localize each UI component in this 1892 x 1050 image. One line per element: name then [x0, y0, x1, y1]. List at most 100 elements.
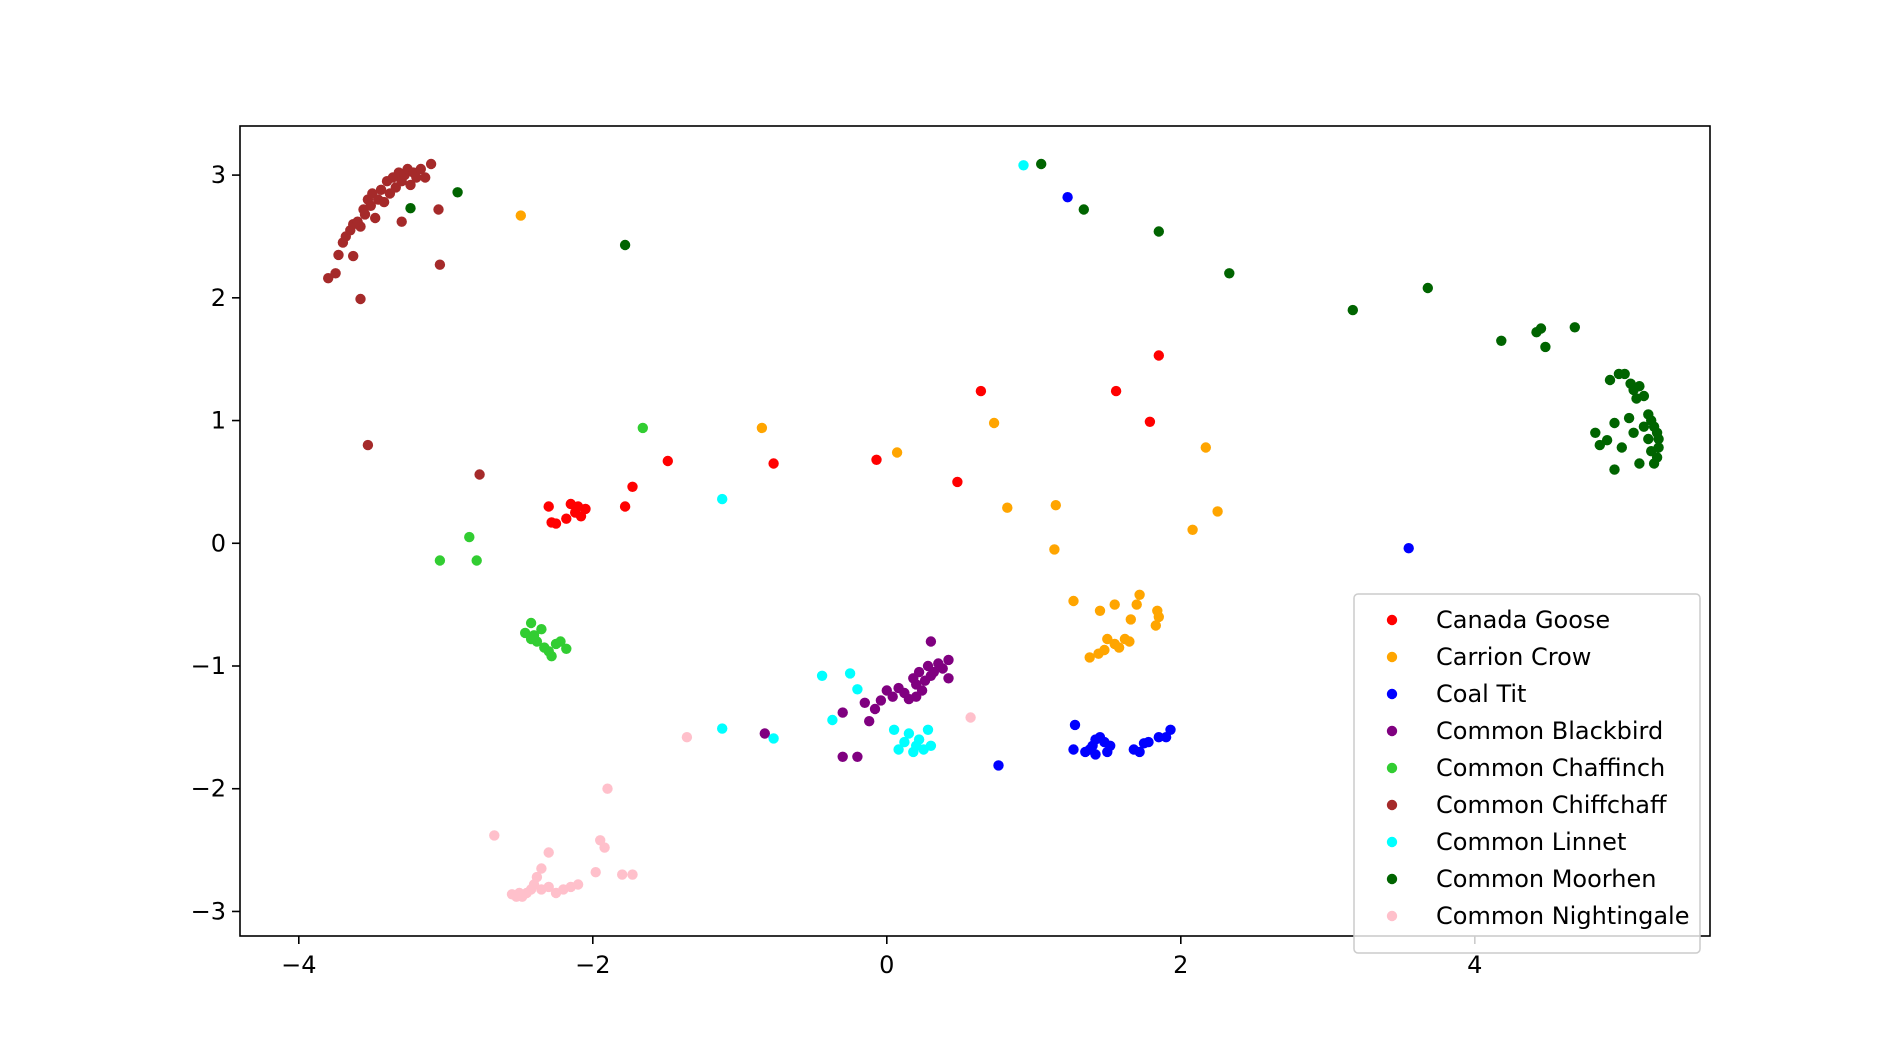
point-series-5-2 [333, 249, 344, 261]
point-series-1-7 [1068, 595, 1079, 607]
point-series-7-36 [1609, 417, 1620, 429]
legend-frame [1353, 593, 1701, 954]
point-series-1-24 [1187, 524, 1198, 535]
point-series-0-17 [1144, 416, 1156, 427]
point-series-8-8 [543, 847, 554, 858]
point-series-3-0 [759, 728, 770, 739]
point-series-6-11 [903, 728, 915, 739]
point-series-8-23 [572, 879, 584, 890]
point-series-0-0 [543, 501, 554, 512]
point-series-8-24 [965, 712, 976, 723]
legend-label: Common Moorhen [1436, 865, 1656, 893]
point-series-7-38 [1594, 439, 1606, 451]
point-series-7-5 [452, 187, 463, 198]
point-series-0-9 [619, 501, 631, 512]
point-series-8-9 [536, 863, 547, 874]
data-points [323, 158, 1664, 902]
point-series-7-7 [1347, 304, 1359, 316]
point-series-5-30 [420, 172, 431, 183]
point-series-0-18 [1153, 350, 1165, 361]
point-series-1-11 [1102, 633, 1113, 645]
legend-marker [1386, 614, 1398, 626]
point-series-3-20 [925, 636, 937, 647]
point-series-5-1 [330, 268, 341, 279]
point-series-6-3 [768, 733, 779, 744]
point-series-5-35 [348, 250, 359, 262]
point-series-5-8 [355, 221, 366, 232]
point-series-3-25 [943, 673, 954, 684]
point-series-8-7 [590, 867, 601, 878]
point-series-0-7 [580, 503, 591, 515]
point-series-6-16 [922, 724, 934, 735]
point-series-5-17 [378, 196, 390, 208]
point-series-6-10 [899, 736, 910, 748]
point-series-6-2 [717, 723, 728, 734]
point-series-5-34 [434, 259, 446, 270]
point-series-3-15 [913, 666, 925, 678]
point-series-5-16 [375, 184, 387, 195]
point-series-4-5 [525, 617, 537, 629]
point-series-4-8 [536, 624, 547, 635]
point-series-2-2 [1069, 719, 1081, 731]
point-series-6-7 [852, 684, 863, 695]
point-series-5-14 [370, 212, 381, 224]
point-series-2-20 [1403, 543, 1414, 554]
point-series-7-9 [1496, 335, 1507, 346]
point-series-7-3 [1224, 268, 1235, 279]
point-series-7-28 [1648, 458, 1660, 469]
point-series-7-4 [405, 203, 416, 214]
point-series-3-23 [937, 663, 948, 674]
point-series-6-6 [844, 668, 856, 679]
point-series-0-14 [952, 476, 963, 488]
legend-label: Common Nightingale [1436, 902, 1689, 930]
point-series-7-15 [1619, 368, 1630, 380]
point-series-3-9 [887, 691, 898, 702]
point-series-0-11 [662, 455, 673, 467]
legend-marker [1386, 688, 1398, 700]
point-series-7-6 [619, 239, 631, 251]
point-series-8-1 [681, 732, 693, 743]
point-series-2-0 [1062, 192, 1073, 203]
legend-marker [1386, 725, 1398, 737]
x-tick-label: 0 [879, 951, 894, 979]
point-series-7-0 [1036, 158, 1047, 170]
point-series-6-4 [816, 670, 828, 681]
point-series-2-11 [1105, 740, 1116, 751]
point-series-7-35 [1616, 442, 1628, 453]
point-series-5-0 [323, 273, 334, 284]
legend-label: Coal Tit [1436, 680, 1526, 708]
point-series-0-13 [871, 454, 882, 465]
x-tick-label: 2 [1173, 951, 1188, 979]
plot-frame [239, 125, 1711, 937]
point-series-7-34 [1623, 412, 1635, 424]
y-tick-label: 0 [211, 529, 226, 557]
point-series-7-39 [1609, 464, 1620, 475]
point-series-7-11 [1535, 323, 1547, 334]
legend-marker [1386, 762, 1398, 774]
point-series-6-1 [717, 493, 728, 505]
point-series-3-3 [852, 751, 863, 762]
point-series-8-6 [627, 869, 638, 880]
point-series-7-12 [1540, 341, 1551, 353]
point-series-7-17 [1604, 374, 1616, 386]
point-series-7-1 [1078, 204, 1090, 215]
point-series-1-6 [1049, 544, 1060, 555]
point-series-2-14 [1134, 746, 1145, 758]
point-series-3-5 [864, 716, 875, 727]
x-tick-label: −4 [281, 951, 316, 979]
y-tick-label: −3 [191, 897, 226, 925]
point-series-4-2 [464, 531, 475, 543]
point-series-5-26 [405, 179, 416, 191]
point-series-7-40 [1590, 427, 1601, 438]
legend-label: Carrion Crow [1436, 643, 1591, 671]
point-series-1-17 [1131, 599, 1142, 610]
point-series-2-12 [1090, 734, 1101, 745]
point-series-2-3 [1068, 744, 1079, 755]
y-tick-label: −1 [191, 652, 226, 680]
point-series-7-8 [1422, 282, 1434, 294]
point-series-2-19 [1165, 724, 1176, 735]
legend-label: Canada Goose [1436, 606, 1610, 634]
point-series-6-5 [827, 714, 838, 726]
point-series-7-19 [1634, 381, 1645, 392]
legend-marker [1386, 873, 1398, 885]
